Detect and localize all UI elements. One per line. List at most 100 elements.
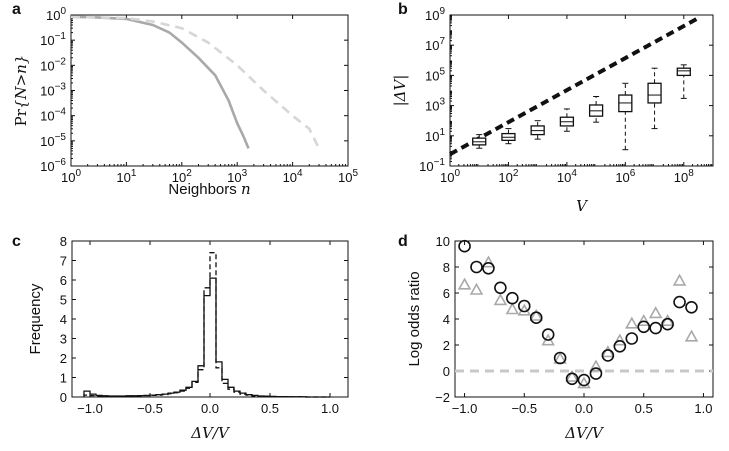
triangle-marker (505, 302, 520, 315)
circle-marker (506, 291, 519, 305)
x-tick-label: 104 (557, 168, 577, 185)
y-axis-label: Frequency (27, 283, 44, 354)
circle-marker (494, 281, 507, 295)
y-tick-label: 2 (60, 351, 67, 366)
x-tick-label: 108 (674, 168, 694, 185)
triangle-marker (589, 359, 603, 372)
circle-marker (613, 339, 627, 353)
plot-frame (70, 14, 349, 167)
solid-histogram (83, 277, 330, 398)
x-tick-label: 103 (227, 168, 247, 185)
y-axis-label: |ΔV| (391, 75, 409, 107)
tick-exponent: −1 (55, 31, 67, 42)
tick-base: 10 (425, 129, 439, 144)
x-axis-label: V (576, 197, 589, 215)
panel-letter-a: a (12, 1, 21, 18)
x-tick-label: 100 (61, 168, 81, 185)
triangle-marker (469, 282, 484, 295)
box-plot (501, 128, 516, 145)
triangle-marker (481, 255, 496, 268)
tick-base: 10 (557, 170, 571, 185)
circle-marker (685, 300, 698, 314)
triangle-marker (613, 333, 627, 346)
tick-base: 10 (40, 134, 54, 149)
y-axis-label-expr: {N>n} (12, 55, 30, 109)
scaling-reference-line (449, 16, 699, 157)
y-tick-label: 103 (425, 97, 445, 114)
y-tick-label: 10−5 (40, 132, 66, 149)
tick-base: 10 (338, 170, 352, 185)
tick-exponent: −2 (55, 56, 67, 67)
x-axis-label: Neighbors n (168, 180, 250, 198)
y-tick-label: 1 (60, 371, 67, 386)
panel-letter-d: d (398, 233, 408, 250)
box-plot (588, 96, 604, 123)
x-tick-label: 102 (172, 168, 192, 185)
y-tick-label: 0 (60, 390, 67, 405)
tick-base: 10 (440, 170, 454, 185)
box-plot (647, 67, 662, 130)
tick-base: 10 (425, 99, 439, 114)
x-tick-label: 102 (498, 168, 518, 185)
x-axis-label: ΔV/V (564, 424, 605, 442)
box-plot (559, 108, 575, 132)
circle-marker (470, 260, 483, 274)
tick-exponent: 2 (513, 168, 519, 179)
tick-exponent: −1 (434, 157, 446, 168)
x-axis-label-var: n (241, 180, 251, 198)
tick-exponent: 0 (75, 168, 81, 179)
y-tick-label: 6 (60, 273, 67, 288)
y-axis-label: Log odds ratio (406, 271, 423, 366)
y-tick-label: 105 (425, 66, 445, 83)
x-axis-label-word: Neighbors (168, 181, 241, 198)
circle-marker (529, 311, 543, 325)
triangle-marker (457, 277, 472, 290)
triangle-marker (684, 329, 699, 342)
tick-exponent: 8 (688, 168, 694, 179)
circle-marker (565, 372, 579, 386)
circle-marker (661, 317, 674, 331)
tick-exponent: 0 (454, 168, 460, 179)
tick-exponent: 3 (242, 168, 248, 179)
panel-d: −1.0 −0.5 0.0 0.5 1.0 −2 0 2 4 6 8 10 ΔV/V Log odds r… (398, 233, 714, 442)
y-tick-label: 10−1 (40, 31, 66, 48)
x-tick-label: 101 (116, 168, 136, 185)
circle-marker (673, 295, 686, 309)
y-tick-label: 10−4 (40, 107, 66, 124)
tick-exponent: −4 (55, 107, 67, 118)
y-tick-label: 5 (60, 293, 67, 308)
triangle-marker (625, 316, 639, 329)
tick-exponent: −3 (55, 82, 67, 93)
x-tick-label: 100 (440, 168, 460, 185)
tick-base: 10 (116, 170, 130, 185)
tick-exponent: 4 (571, 168, 577, 179)
circle-marker (601, 349, 615, 362)
x-tick-label: −1.0 (77, 401, 103, 416)
circle-marker (541, 328, 555, 341)
tick-exponent: 5 (352, 168, 358, 179)
y-tick-label: 10 (436, 234, 450, 249)
y-tick-label: 10−1 (419, 157, 445, 174)
y-axis-label-prefix: Pr (12, 108, 30, 126)
circle-marker (482, 261, 495, 275)
triangle-marker (577, 376, 591, 389)
tick-exponent: −6 (55, 157, 67, 168)
x-tick-label: 106 (615, 168, 635, 185)
y-axis-label: Pr{N>n} (12, 55, 30, 127)
tick-base: 10 (498, 170, 512, 185)
tick-base: 10 (172, 170, 186, 185)
panel-letter-c: c (12, 233, 21, 250)
tick-exponent: −5 (55, 132, 67, 143)
tick-base: 10 (419, 159, 433, 174)
panel-c: −1.0 −0.5 0.0 0.5 1.0 0 1 2 3 4 5 6 7 8 ΔV/V Frequency c (12, 233, 349, 442)
tick-base: 10 (425, 68, 439, 83)
solid-ccdf-line (70, 15, 250, 149)
triangle-marker (493, 293, 508, 306)
x-tick-label: 1.0 (321, 401, 339, 416)
y-tick-label: 3 (60, 332, 67, 347)
circle-marker (589, 367, 603, 380)
tick-base: 10 (227, 170, 241, 185)
box-plot (676, 64, 691, 99)
